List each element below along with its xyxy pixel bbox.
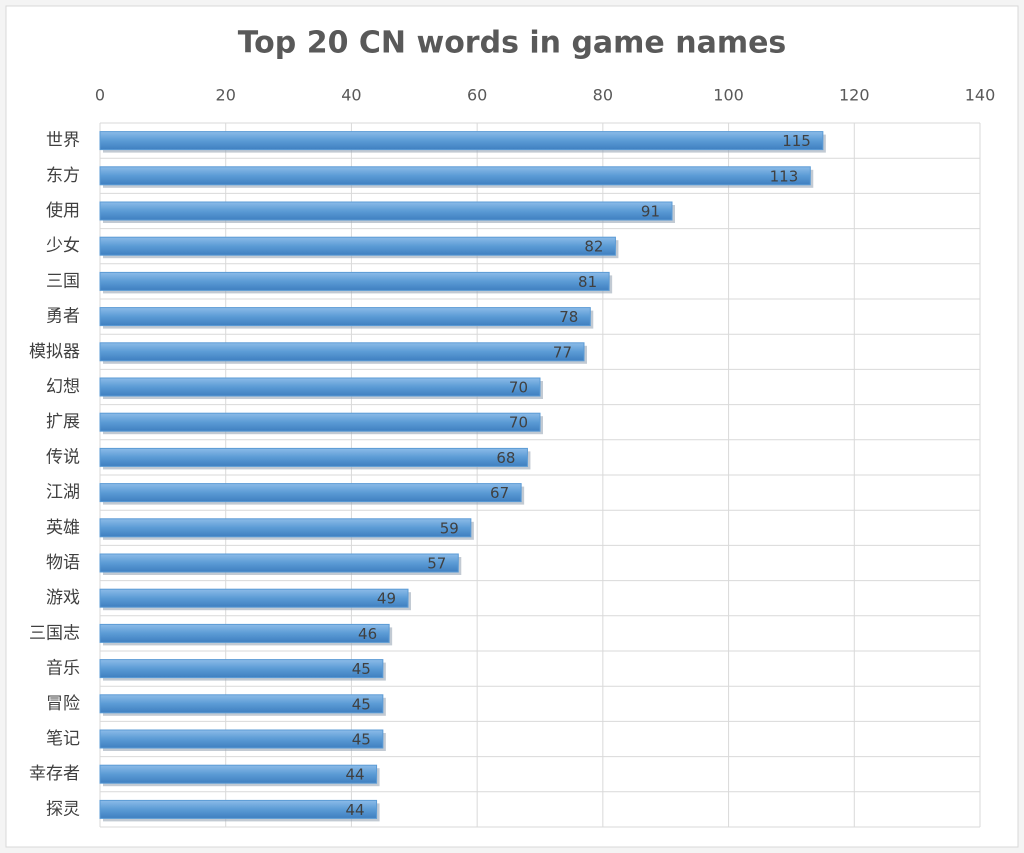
bar xyxy=(99,342,585,362)
y-tick-label: 东方 xyxy=(46,166,80,186)
y-tick-label: 笔记 xyxy=(46,729,80,749)
data-label: 45 xyxy=(352,731,371,749)
data-label: 82 xyxy=(584,238,603,256)
y-tick-label: 扩展 xyxy=(46,412,80,432)
data-label: 78 xyxy=(559,308,578,326)
bar xyxy=(99,694,384,714)
x-tick-label: 80 xyxy=(593,86,613,105)
data-label: 45 xyxy=(352,695,371,713)
bar xyxy=(99,271,610,291)
y-tick-label: 三国志 xyxy=(29,623,80,643)
data-label: 77 xyxy=(553,343,572,361)
y-tick-label: 世界 xyxy=(46,131,80,151)
bar xyxy=(99,412,541,432)
x-tick-label: 120 xyxy=(839,86,870,105)
bar xyxy=(99,799,378,819)
y-tick-label: 勇者 xyxy=(46,307,80,327)
data-label: 70 xyxy=(509,379,528,397)
x-tick-label: 20 xyxy=(216,86,236,105)
bar xyxy=(99,377,541,397)
bar xyxy=(99,483,522,503)
x-tick-label: 0 xyxy=(95,86,105,105)
y-tick-label: 少女 xyxy=(46,236,80,256)
data-label: 67 xyxy=(490,484,509,502)
y-tick-label: 幸存者 xyxy=(29,764,80,784)
y-tick-label: 传说 xyxy=(46,447,80,467)
data-label: 68 xyxy=(496,449,515,467)
bar xyxy=(99,553,459,573)
chart-title: Top 20 CN words in game names xyxy=(238,26,787,61)
y-tick-label: 冒险 xyxy=(46,694,80,714)
y-tick-label: 音乐 xyxy=(46,659,80,679)
bar xyxy=(99,518,472,538)
y-tick-label: 探灵 xyxy=(46,799,80,819)
y-tick-label: 三国 xyxy=(46,271,80,291)
bar xyxy=(99,166,811,186)
data-label: 91 xyxy=(641,203,660,221)
data-label: 44 xyxy=(345,801,364,819)
data-label: 59 xyxy=(440,519,459,537)
data-label: 57 xyxy=(427,555,446,573)
bar xyxy=(99,588,409,608)
x-tick-label: 60 xyxy=(467,86,487,105)
data-label: 81 xyxy=(578,273,597,291)
y-tick-label: 英雄 xyxy=(46,518,80,538)
y-tick-label: 物语 xyxy=(46,553,80,573)
x-tick-label: 140 xyxy=(965,86,996,105)
y-tick-label: 模拟器 xyxy=(29,342,80,362)
bar xyxy=(99,729,384,749)
data-label: 115 xyxy=(782,132,811,150)
x-tick-label: 40 xyxy=(341,86,361,105)
data-label: 113 xyxy=(770,167,799,185)
x-tick-label: 100 xyxy=(713,86,744,105)
bar xyxy=(99,447,528,467)
data-label: 45 xyxy=(352,660,371,678)
data-label: 46 xyxy=(358,625,377,643)
data-label: 70 xyxy=(509,414,528,432)
bar xyxy=(99,236,616,256)
bar xyxy=(99,623,390,643)
data-label: 49 xyxy=(377,590,396,608)
y-tick-label: 幻想 xyxy=(46,377,80,397)
y-tick-label: 游戏 xyxy=(46,588,80,608)
bar xyxy=(99,201,673,221)
bar xyxy=(99,307,591,327)
bar xyxy=(99,131,824,151)
data-label: 44 xyxy=(345,766,364,784)
y-tick-label: 使用 xyxy=(46,200,80,221)
bar xyxy=(99,764,378,784)
bar xyxy=(99,659,384,679)
y-tick-label: 江湖 xyxy=(46,483,80,503)
